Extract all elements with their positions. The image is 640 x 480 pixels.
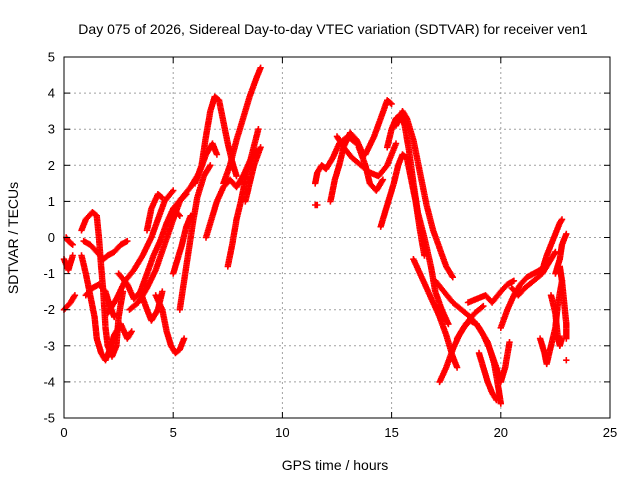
data-point-trail	[508, 248, 559, 299]
series-arc-2	[60, 252, 76, 274]
y-tick-label: 0	[48, 230, 55, 245]
series-arc-36	[475, 349, 500, 404]
series-arc-21	[242, 144, 264, 205]
series-arc-8	[104, 187, 177, 317]
series-arc-30	[392, 108, 456, 281]
data-point-trail	[143, 191, 166, 234]
data-point-trail	[453, 317, 513, 386]
series-arc-3	[63, 234, 76, 248]
x-tick-label: 0	[60, 425, 67, 440]
data-point-trail	[242, 144, 264, 205]
series-arc-37	[497, 266, 544, 331]
x-tick-label: 15	[384, 425, 398, 440]
data-point-trail	[224, 126, 262, 270]
series-arc-13	[152, 292, 188, 357]
series-arc-26	[355, 144, 387, 194]
x-tick-label: 5	[170, 425, 177, 440]
x-tick-label: 25	[603, 425, 617, 440]
data-point-trail	[547, 292, 566, 349]
data-point-trail	[80, 237, 131, 263]
chart-title: Day 075 of 2026, Sidereal Day-to-day VTE…	[78, 21, 588, 37]
x-tick-label: 20	[494, 425, 508, 440]
data-point-trail	[539, 216, 566, 274]
data-point-trail	[104, 187, 177, 317]
data-point-trail	[355, 144, 387, 194]
data-point-trail	[475, 349, 500, 404]
y-tick-label: 4	[48, 86, 55, 101]
data-point-trail	[63, 234, 76, 248]
y-tick-label: 3	[48, 122, 55, 137]
data-point-trail	[191, 93, 240, 187]
y-tick-label: 1	[48, 194, 55, 209]
y-tick-label: -2	[43, 302, 55, 317]
series-arc-27	[362, 97, 395, 158]
data-point-trail	[563, 357, 570, 364]
series-arc-41	[547, 292, 566, 349]
y-tick-label: -1	[43, 266, 55, 281]
data-point-trail	[464, 277, 518, 306]
x-tick-label: 10	[275, 425, 289, 440]
series-arc-9	[115, 205, 183, 303]
y-tick-label: -5	[43, 411, 55, 426]
x-axis-label: GPS time / hours	[282, 457, 389, 473]
series-arc-22	[312, 201, 321, 209]
series-arc-35	[464, 277, 518, 306]
y-tick-label: 5	[48, 50, 55, 65]
series-arc-44	[563, 357, 570, 364]
series-arc-29	[384, 111, 452, 328]
data-point-trail	[362, 97, 395, 158]
grid-layer	[64, 57, 610, 418]
y-tick-label: 2	[48, 158, 55, 173]
series-arc-16	[176, 162, 214, 313]
y-tick-label: -4	[43, 374, 55, 389]
data-point-trail	[152, 292, 188, 357]
series-arc-5	[78, 252, 135, 364]
data-point-trail	[220, 64, 264, 187]
series-arc-40	[539, 216, 566, 274]
series-arc-20	[224, 126, 262, 270]
data-point-trail	[170, 212, 194, 277]
series-arc-17	[191, 93, 240, 187]
data-point-trail	[312, 201, 321, 209]
data-point-trail	[384, 111, 452, 328]
data-layer	[60, 64, 570, 407]
data-point-trail	[497, 266, 544, 331]
series-arc-12	[143, 191, 166, 234]
data-point-trail	[176, 162, 214, 313]
tick-label-layer: 0 5 10 15 20 25 -5 -4 -3 -2 -1 0 1 2 3 4 5	[43, 50, 617, 441]
y-axis-label: SDTVAR / TECUs	[5, 182, 21, 294]
data-point-trail	[78, 252, 135, 364]
series-arc-38	[508, 248, 559, 299]
data-point-trail	[556, 263, 570, 342]
data-point-trail	[392, 108, 456, 281]
series-arc-14	[170, 212, 194, 277]
series-arc-34	[453, 317, 513, 386]
data-point-trail	[60, 252, 76, 274]
tick-layer	[63, 56, 611, 419]
series-arc-6	[80, 237, 131, 263]
data-point-trail	[115, 205, 183, 303]
series-arc-43	[556, 263, 570, 342]
series-arc-19	[220, 64, 264, 187]
y-tick-label: -3	[43, 338, 55, 353]
